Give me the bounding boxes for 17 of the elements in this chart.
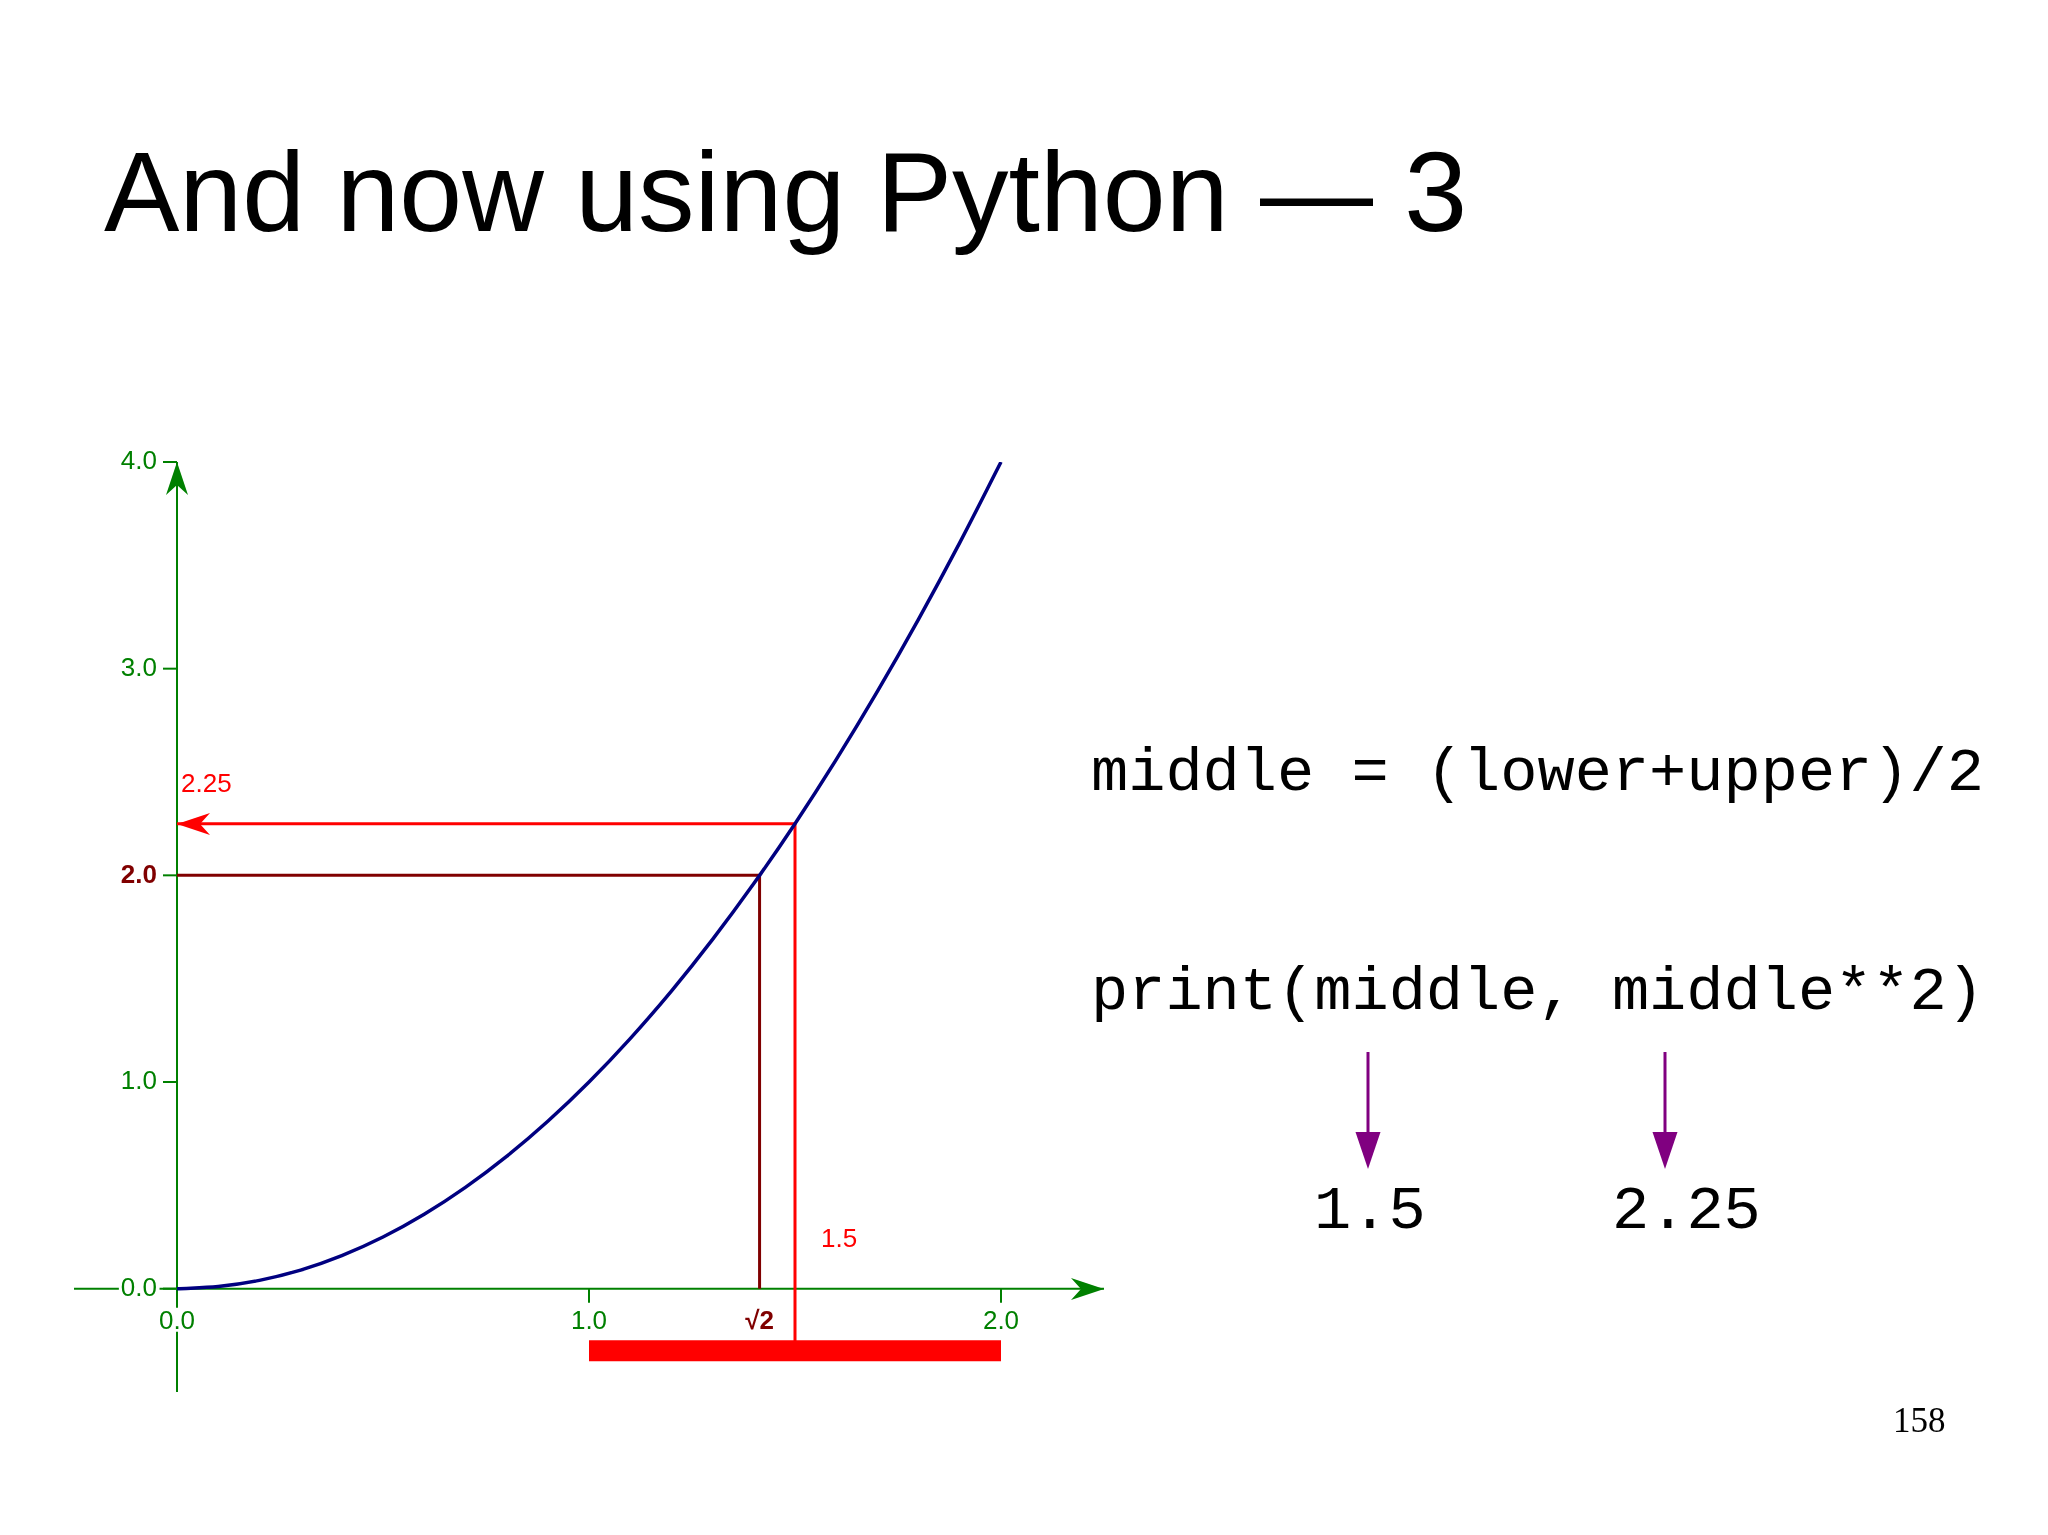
- x-tick-label: 1.0: [570, 1304, 608, 1335]
- y-tick-label: 1.0: [120, 1065, 157, 1096]
- text: 158: [1893, 1400, 1946, 1440]
- ref-line-label: √2: [745, 1304, 774, 1335]
- y-tick-label: 3.0: [120, 651, 157, 682]
- y-tick-label: 4.0: [120, 445, 157, 476]
- ref-line-label: 2.25: [181, 767, 232, 798]
- annotation: print(middle, middle**2): [1091, 957, 1984, 1029]
- text: 2.25: [1612, 1176, 1761, 1248]
- y-tick-label: 2.0: [120, 858, 157, 889]
- x-tick-label: 2.0: [982, 1304, 1020, 1335]
- x-tick-label: 0.0: [158, 1304, 196, 1335]
- y-tick-label: 0.0: [120, 1271, 157, 1302]
- ref-line-label: 1.5: [821, 1222, 858, 1253]
- chart-title: And now using Python — 3: [104, 129, 1468, 256]
- text: 1.5: [1314, 1176, 1426, 1248]
- annotation: middle = (lower+upper)/2: [1091, 738, 1984, 810]
